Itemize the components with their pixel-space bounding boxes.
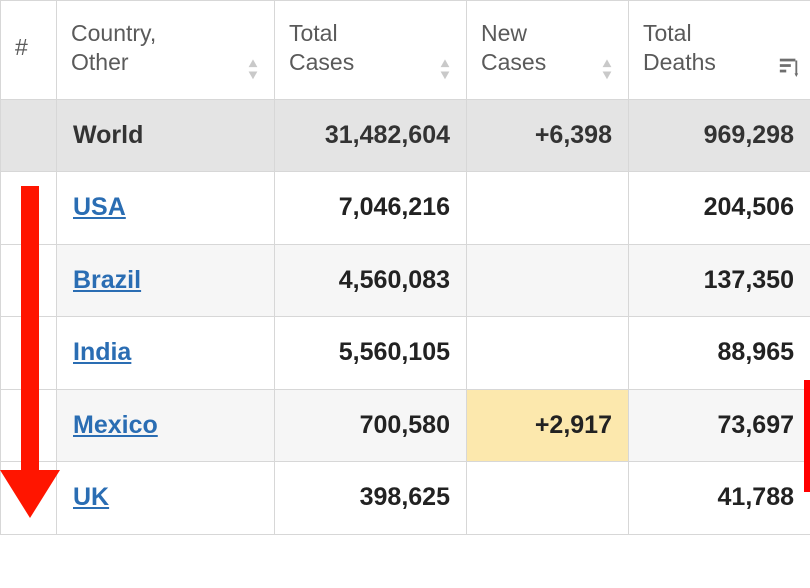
table-row: Mexico 700,580+2,91773,697 [1,389,810,462]
total-cases-cell: 4,560,083 [275,244,467,317]
col-header-country[interactable]: Country,Other [57,1,275,100]
new-cases-cell: +6,398 [467,99,629,172]
rank-cell: 1 [1,172,57,245]
col-header-rank[interactable]: # [1,1,57,100]
col-header-total-cases[interactable]: TotalCases [275,1,467,100]
col-header-label: TotalDeaths [643,19,716,77]
col-header-label: NewCases [481,19,546,77]
total-cases-cell: 5,560,105 [275,317,467,390]
rank-cell [1,389,57,462]
total-cases-cell: 7,046,216 [275,172,467,245]
country-link[interactable]: USA [73,193,126,221]
new-cases-cell [467,317,629,390]
country-link[interactable]: India [73,338,131,366]
rank-cell [1,99,57,172]
country-cell: World [57,99,275,172]
col-header-new-cases[interactable]: NewCases [467,1,629,100]
world-row: World 31,482,604 +6,398 969,298 [1,99,810,172]
sort-unsorted-icon[interactable] [242,55,264,81]
col-header-label: # [15,33,28,62]
total-deaths-cell: 41,788 [629,462,810,535]
total-deaths-cell: 969,298 [629,99,810,172]
total-cases-cell: 398,625 [275,462,467,535]
sort-unsorted-icon[interactable] [434,55,456,81]
rank-cell: 5 [1,462,57,535]
total-cases-cell: 700,580 [275,389,467,462]
table-header: # Country,Other TotalCases NewCases [1,1,810,100]
country-link[interactable]: Brazil [73,266,141,294]
rank-cell [1,244,57,317]
country-cell: UK [57,462,275,535]
red-edge-bar [804,380,810,492]
country-cell: USA [57,172,275,245]
country-link[interactable]: Mexico [73,411,158,439]
country-link[interactable]: UK [73,483,109,511]
country-cell: Brazil [57,244,275,317]
table-body: World 31,482,604 +6,398 969,298 1 USA 7,04… [1,99,810,534]
total-deaths-cell: 204,506 [629,172,810,245]
sort-unsorted-icon[interactable] [596,55,618,81]
total-deaths-cell: 73,697 [629,389,810,462]
new-cases-cell [467,172,629,245]
country-cell: Mexico [57,389,275,462]
col-header-total-deaths[interactable]: TotalDeaths [629,1,810,100]
rank-cell [1,317,57,390]
table-row: India 5,560,105 88,965 [1,317,810,390]
total-deaths-cell: 88,965 [629,317,810,390]
covid-table: # Country,Other TotalCases NewCases [0,0,810,535]
table-row: 1 USA 7,046,216 204,506 [1,172,810,245]
country-cell: India [57,317,275,390]
table-row: Brazil 4,560,083 137,350 [1,244,810,317]
new-cases-cell: +2,917 [467,389,629,462]
sort-desc-icon[interactable] [778,55,800,81]
table-row: 5 UK 398,625 41,788 [1,462,810,535]
new-cases-cell [467,462,629,535]
new-cases-cell [467,244,629,317]
col-header-label: Country,Other [71,19,156,77]
total-deaths-cell: 137,350 [629,244,810,317]
col-header-label: TotalCases [289,19,354,77]
total-cases-cell: 31,482,604 [275,99,467,172]
